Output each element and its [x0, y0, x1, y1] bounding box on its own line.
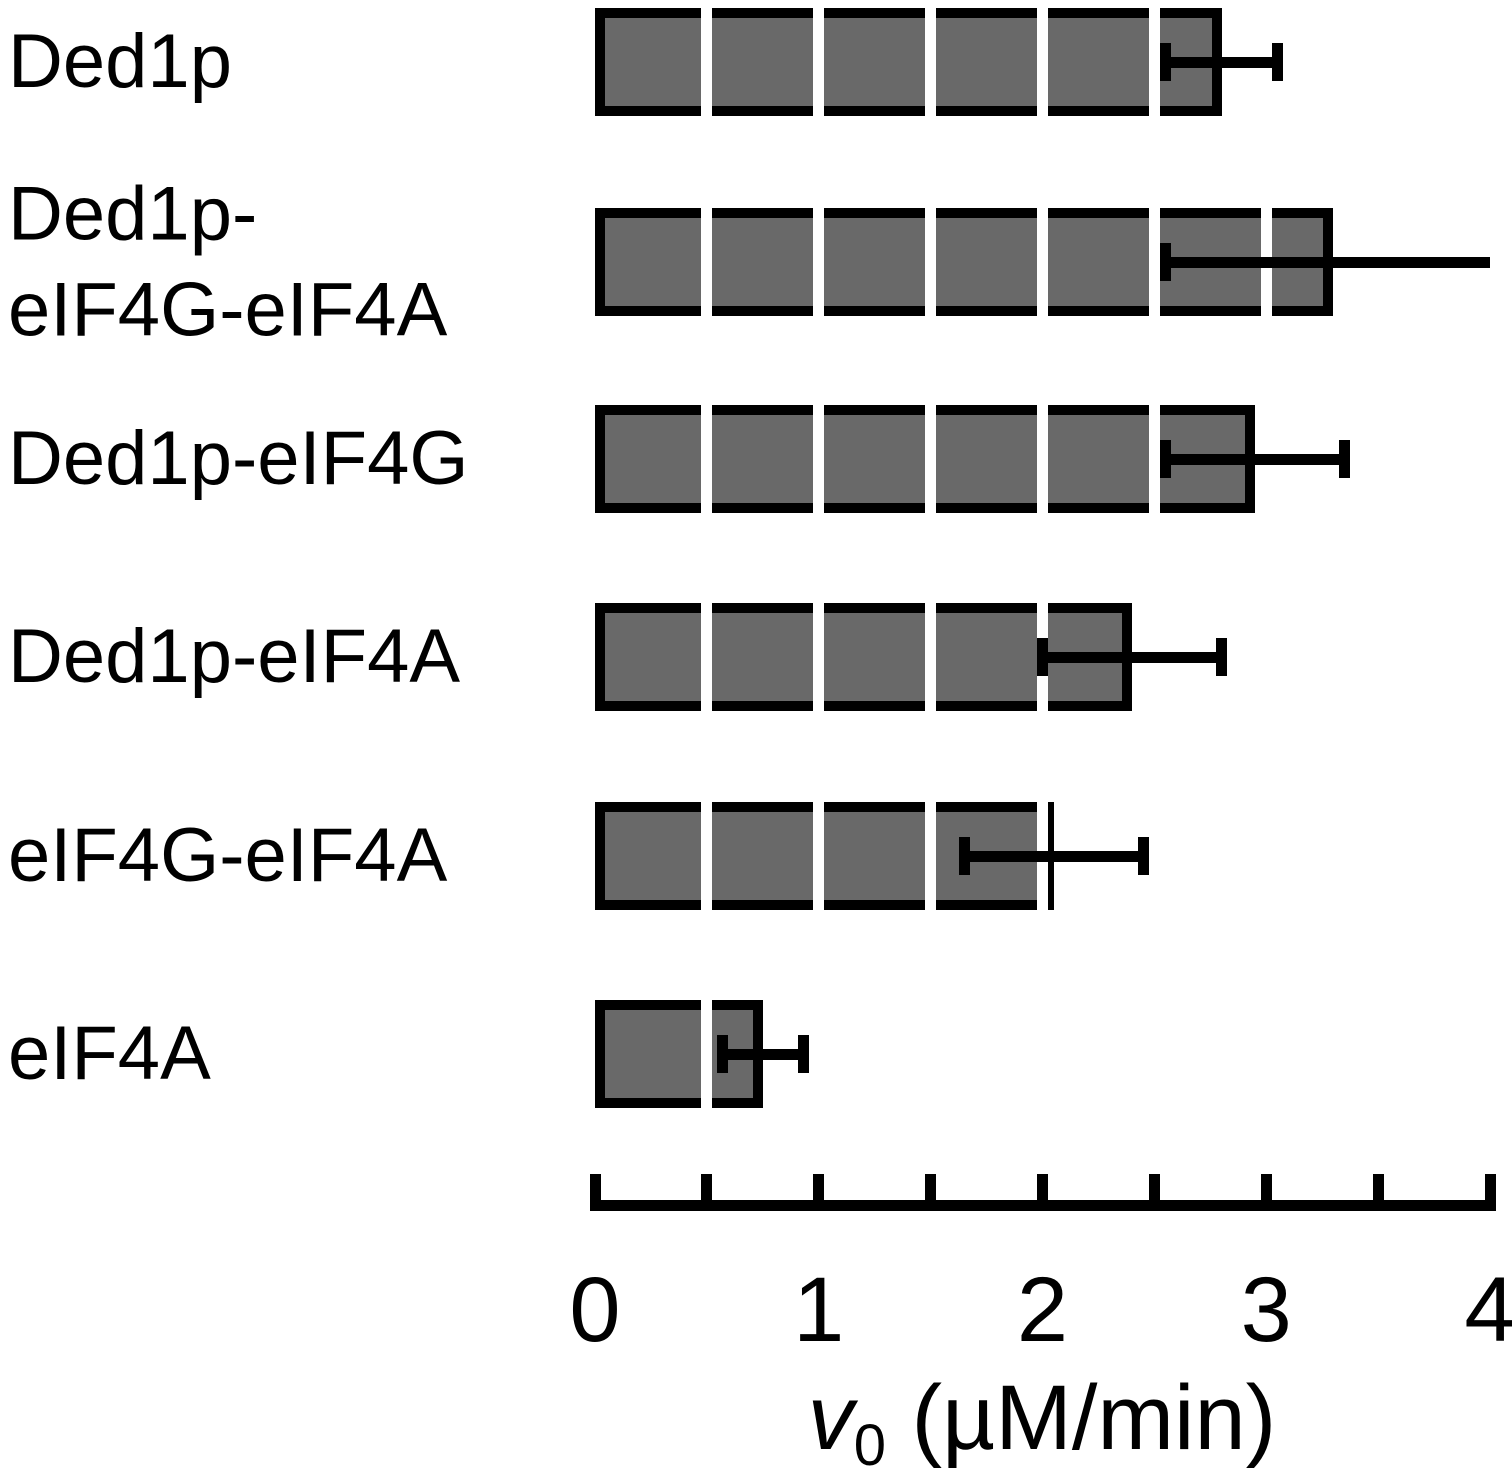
bar-gridline: [925, 603, 937, 711]
error-bar-cap-left: [1160, 440, 1172, 478]
x-axis-tick-label: 1: [793, 1259, 845, 1361]
x-axis-tick: [1148, 1174, 1160, 1211]
bar-gridline: [925, 802, 937, 910]
error-bar-line: [1165, 256, 1490, 268]
bar: [595, 1000, 763, 1108]
x-axis-tick: [1037, 1174, 1048, 1211]
x-axis-tick: [701, 1174, 713, 1211]
error-bar-line: [1042, 651, 1222, 663]
bar-gridline: [1037, 208, 1048, 316]
category-label: Ded1p-eIF4A: [8, 614, 461, 700]
error-bar-cap-left: [1160, 243, 1172, 281]
bar-gridline: [701, 405, 713, 513]
category-label: Ded1p: [8, 19, 232, 105]
x-axis-tick: [1372, 1174, 1384, 1211]
bar-gridline: [1148, 208, 1160, 316]
error-bar-cap-right: [1339, 440, 1351, 478]
bar-gridline: [813, 8, 825, 116]
error-bar-line: [1165, 453, 1345, 465]
bar: [595, 8, 1222, 116]
bar-gridline: [1037, 8, 1048, 116]
bar-gridline: [925, 405, 937, 513]
error-bar-cap-left: [717, 1035, 729, 1073]
bar-gridline: [701, 802, 713, 910]
bar-gridline: [701, 603, 713, 711]
bar-gridline: [1148, 405, 1160, 513]
x-axis-title: v0 (µM/min): [692, 1366, 1392, 1472]
error-bar-line: [964, 850, 1144, 862]
x-axis-tick-label: 3: [1240, 1259, 1292, 1361]
category-label: eIF4G-eIF4A: [8, 813, 448, 899]
x-axis-tick: [1260, 1174, 1272, 1211]
x-axis-tick: [1484, 1174, 1496, 1211]
error-bar-cap-left: [1037, 638, 1048, 676]
x-axis-title-subscript: 0: [853, 1413, 886, 1472]
category-label: eIF4A: [8, 1011, 211, 1097]
bar-gridline: [1037, 405, 1048, 513]
bar-gridline: [701, 1000, 713, 1108]
error-bar-cap-left: [1160, 43, 1172, 81]
bar-gridline: [813, 603, 825, 711]
x-axis-tick-label: 2: [1016, 1259, 1069, 1361]
bar-gridline: [701, 8, 713, 116]
error-bar-cap-right: [1216, 638, 1227, 676]
error-bar-line: [722, 1048, 804, 1060]
x-axis-tick: [925, 1174, 937, 1211]
bar-gridline: [701, 208, 713, 316]
category-label: Ded1p- eIF4G-eIF4A: [8, 171, 448, 352]
bar-gridline: [813, 405, 825, 513]
bar: [595, 208, 1334, 316]
x-axis-tick: [589, 1174, 601, 1211]
category-label: Ded1p-eIF4G: [8, 416, 469, 502]
error-bar-cap-right: [1137, 837, 1149, 875]
error-bar-cap-right: [797, 1035, 809, 1073]
x-axis-title-variable: v: [807, 1367, 854, 1469]
x-axis-title-units: (µM/min): [885, 1367, 1277, 1469]
x-axis-tick-label: 0: [569, 1259, 621, 1361]
bar-gridline: [925, 8, 937, 116]
x-axis-tick-label: 4: [1464, 1259, 1512, 1361]
bar-gridline: [925, 208, 937, 316]
x-axis-tick: [813, 1174, 825, 1211]
bar-gridline: [1148, 8, 1160, 116]
bar-gridline: [813, 208, 825, 316]
bar-gridline: [813, 802, 825, 910]
error-bar-cap-right: [1271, 43, 1283, 81]
error-bar-line: [1165, 56, 1278, 68]
error-bar-cap-left: [958, 837, 970, 875]
